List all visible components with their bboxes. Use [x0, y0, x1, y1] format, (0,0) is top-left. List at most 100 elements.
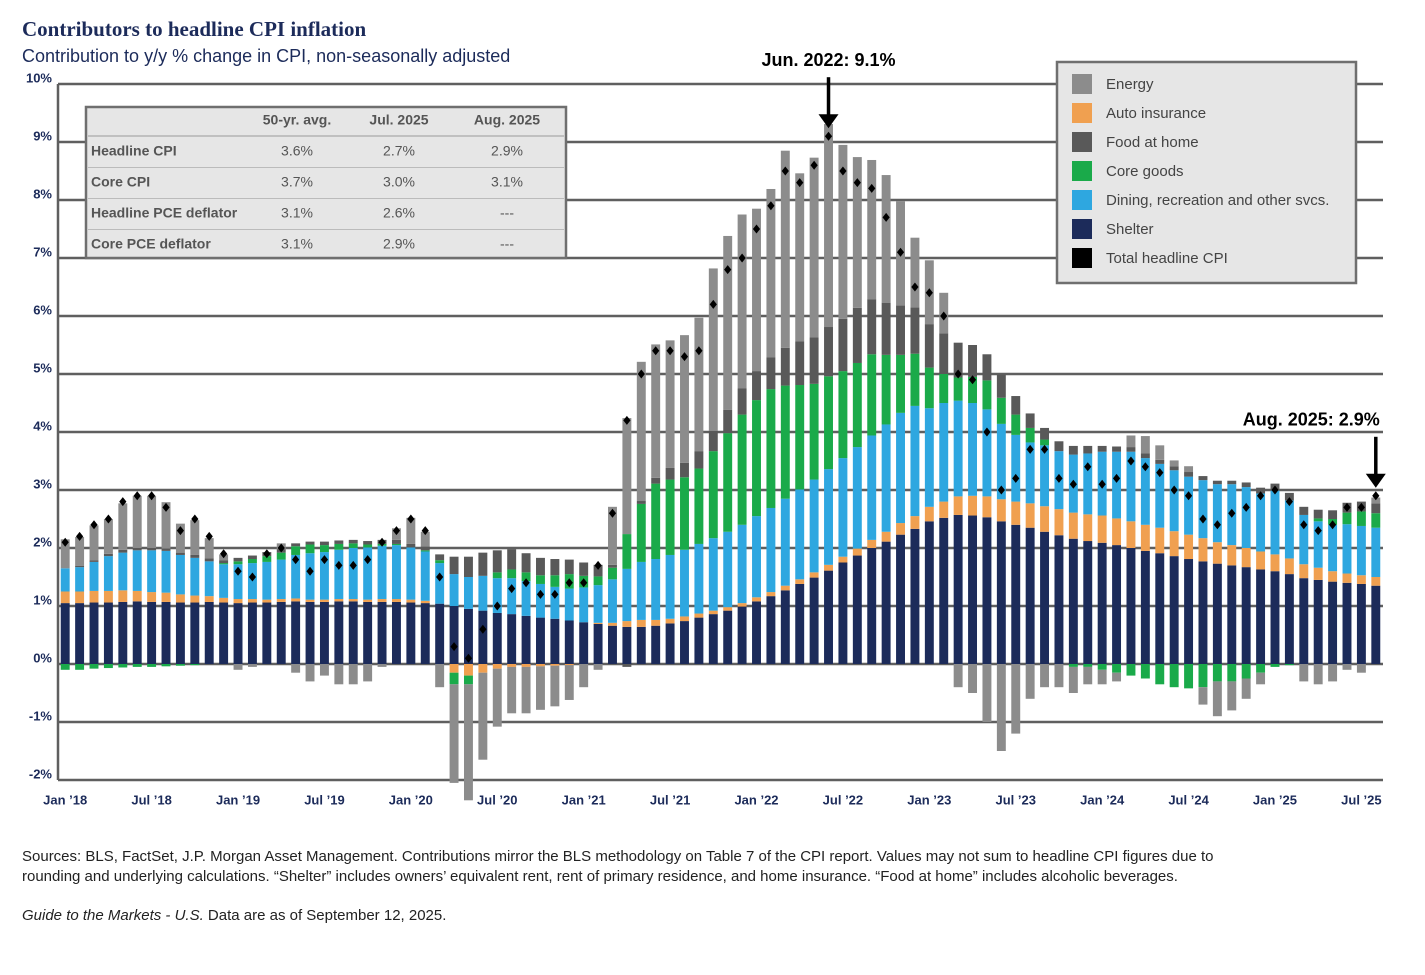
bar-segment: [219, 560, 229, 564]
total-marker: [1026, 444, 1034, 454]
bar-segment: [881, 531, 891, 542]
bar-segment: [1140, 436, 1150, 454]
bar-segment: [1284, 492, 1294, 501]
bar-segment: [1068, 445, 1078, 455]
bar-segment: [247, 664, 257, 667]
bar-segment: [291, 554, 301, 599]
bar-segment: [1342, 524, 1352, 574]
bar-segment: [694, 543, 704, 614]
y-tick-label: 5%: [33, 360, 52, 375]
bar-segment: [795, 583, 805, 664]
bar-segment: [996, 499, 1006, 522]
annotation: Jun. 2022: 9.1%: [761, 50, 895, 70]
bar-segment: [118, 590, 128, 602]
bar-segment: [608, 506, 617, 565]
bar-segment: [319, 552, 329, 600]
bar-segment: [463, 577, 473, 609]
bar-segment: [247, 555, 257, 560]
table-row-label: Core CPI: [91, 174, 150, 190]
total-marker: [1112, 473, 1121, 483]
bar-segment: [536, 617, 545, 664]
bar-segment: [1313, 521, 1323, 568]
bar-segment: [1342, 664, 1352, 670]
total-marker: [1156, 468, 1164, 478]
bar-segment: [651, 477, 661, 484]
bar-segment: [1299, 514, 1309, 565]
total-marker: [493, 601, 501, 611]
bar-segment: [1140, 458, 1150, 525]
bar-segment: [291, 543, 301, 547]
bar-segment: [824, 327, 833, 377]
bar-segment: [276, 601, 286, 664]
x-tick-label: Jul ’19: [304, 792, 344, 807]
bar-segment: [406, 547, 416, 600]
bar-segment: [1126, 435, 1136, 448]
bar-segment: [1212, 563, 1222, 664]
bar-segment: [233, 564, 243, 600]
bar-segment: [1256, 487, 1266, 494]
bar-segment: [75, 664, 85, 670]
bar-segment: [1112, 451, 1122, 519]
bar-segment: [1198, 538, 1208, 562]
bar-segment: [982, 409, 992, 497]
bar-segment: [449, 574, 459, 606]
total-marker: [868, 183, 876, 193]
bar-segment: [1270, 664, 1280, 667]
bar-segment: [795, 385, 805, 490]
bar-segment: [1227, 664, 1237, 682]
bar-segment: [1068, 538, 1078, 664]
total-marker: [133, 491, 141, 501]
bar-segment: [636, 361, 646, 502]
bar-segment: [219, 564, 229, 598]
bar-segment: [1126, 664, 1136, 676]
bar-segment: [89, 561, 99, 591]
bar-segment: [219, 563, 229, 565]
total-marker: [709, 299, 717, 309]
bar-segment: [996, 664, 1006, 751]
bar-segment: [694, 617, 704, 664]
bar-segment: [723, 409, 733, 434]
bar-segment: [1241, 482, 1251, 488]
bar-segment: [536, 575, 545, 584]
bar-segment: [608, 579, 617, 623]
bar-segment: [838, 371, 848, 459]
bar-segment: [1112, 545, 1122, 664]
bar-segment: [291, 601, 301, 664]
y-tick-label: 0%: [33, 650, 52, 665]
bar-segment: [1299, 506, 1309, 515]
bar-segment: [1140, 664, 1150, 679]
bar-segment: [1025, 664, 1035, 699]
bar-segment: [1313, 518, 1323, 522]
bar-segment: [1011, 434, 1021, 502]
bar-segment: [953, 496, 963, 515]
table-row-label: Headline CPI: [91, 143, 177, 159]
bar-segment: [593, 576, 603, 586]
bar-segment: [132, 495, 142, 548]
bar-segment: [478, 672, 488, 760]
bar-segment: [103, 602, 113, 664]
bar-segment: [334, 599, 344, 602]
bar-segment: [766, 507, 776, 593]
total-marker: [292, 555, 300, 565]
bar-segment: [1097, 669, 1107, 685]
bar-segment: [175, 664, 185, 666]
bar-segment: [334, 543, 344, 550]
bar-segment: [550, 586, 560, 619]
total-marker: [954, 369, 962, 379]
bar-segment: [492, 668, 502, 727]
bar-segment: [780, 498, 790, 586]
bar-segment: [147, 592, 157, 602]
total-marker: [1328, 520, 1337, 530]
bar-segment: [1256, 493, 1266, 552]
bar-segment: [219, 602, 229, 664]
bar-segment: [1126, 548, 1136, 664]
bar-segment: [780, 590, 790, 664]
bar-segment: [435, 603, 445, 664]
bar-segment: [608, 567, 617, 580]
bar-segment: [348, 664, 358, 685]
bar-segment: [737, 388, 747, 415]
total-marker: [637, 369, 645, 379]
bar-segment: [564, 559, 574, 575]
bar-segment: [852, 548, 862, 556]
